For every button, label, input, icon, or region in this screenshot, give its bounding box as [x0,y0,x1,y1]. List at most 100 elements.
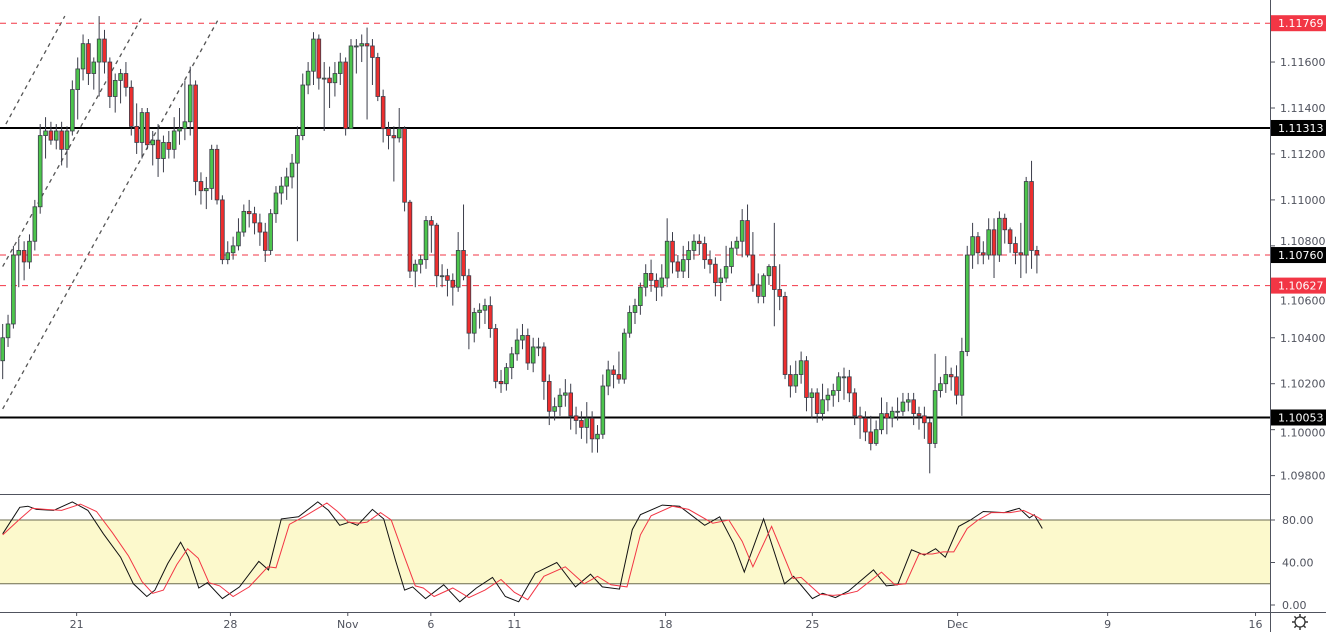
candle-body [354,45,359,48]
candle [595,425,600,453]
candle [563,379,568,407]
candle-body [1029,181,1034,251]
candle-body [595,433,600,440]
candlestick-series [0,16,1040,474]
candle [321,62,327,131]
candle-body [954,376,959,396]
candle-body [691,240,697,251]
candle [600,374,606,439]
candle [734,236,740,256]
candle [622,328,627,384]
price-tick-label: 1.10600 [1280,295,1326,308]
candle [182,80,188,141]
candle-body [43,130,48,136]
level-label-badge [1271,277,1326,294]
candle-body [295,135,300,164]
candle-body [257,222,263,233]
candle [611,365,616,389]
candle [981,241,986,265]
candle-body [102,38,107,63]
candle [450,273,456,306]
candle-body [680,259,686,272]
candle-body [343,61,348,130]
candle-body [289,162,295,178]
candle-body [139,112,145,143]
candle [220,195,225,265]
stoch-tick-label: 80.00 [1282,514,1314,527]
candle-body [638,286,643,306]
candle-body [622,332,627,380]
gear-icon[interactable] [1292,614,1308,630]
candle-body [793,374,799,387]
price-tick-label: 1.11200 [1280,148,1326,161]
candle [455,232,461,292]
candle [750,232,756,292]
candle-body [375,57,381,97]
candle [868,415,874,451]
candle-body [804,360,809,398]
candle [257,213,263,246]
candle-body [434,224,440,277]
candle-body [32,206,38,242]
candle-body [214,148,220,201]
stochastic-axis[interactable]: 80.00 40.00 0.00 [1270,514,1314,612]
candle [707,250,713,274]
candle [648,259,654,292]
candle-body [670,240,675,263]
candle [11,245,16,329]
candle-body [702,243,707,261]
candle-body [546,381,552,412]
candle-body [21,250,27,263]
candle-body [455,250,461,288]
candle [841,367,847,400]
candle [884,402,890,435]
candle [471,307,477,343]
candle [525,328,531,370]
trend-line[interactable] [5,15,66,125]
candle [236,218,241,251]
candle-body [225,252,231,261]
stochastic-d-line [2,502,1043,601]
candle-body [884,413,890,419]
candle-body [932,390,938,444]
stochastic-band [0,519,1270,585]
candle-body [520,335,525,341]
candle-body [541,346,547,382]
candle-body [1013,243,1018,254]
candle-body [75,68,80,91]
horizontal-levels[interactable] [0,22,1270,419]
candle-body [429,220,434,226]
candle [193,80,198,196]
candle-body [311,38,316,72]
candle [177,107,182,145]
candle-body [841,376,847,379]
candle [825,388,831,412]
candle-body [536,346,541,349]
candle [986,218,991,260]
candle-body [986,229,991,256]
candle-body [600,385,606,435]
candle-body [889,410,895,419]
trend-line[interactable] [2,20,219,410]
candle-body [697,240,702,244]
candle-body [391,135,397,139]
candle [150,130,155,166]
trend-channel[interactable] [2,15,219,410]
time-axis[interactable]: 21 28 Nov 6 11 18 25 Dec 9 16 [70,612,1263,631]
candle [943,356,949,393]
trend-line[interactable] [2,15,144,267]
candle-body [857,415,863,419]
candle [739,209,745,258]
candle-body [895,410,900,413]
candle-body [150,139,155,146]
price-axis[interactable]: 1.11600 1.11400 1.11200 1.11000 1.10800 1.106… [1270,56,1326,483]
candle-body [386,128,391,136]
candle [723,245,729,283]
candle [32,199,38,251]
candle [916,406,922,430]
candle-body [991,229,997,256]
candle [509,346,515,380]
candle-body [16,250,22,256]
candle [230,236,236,260]
